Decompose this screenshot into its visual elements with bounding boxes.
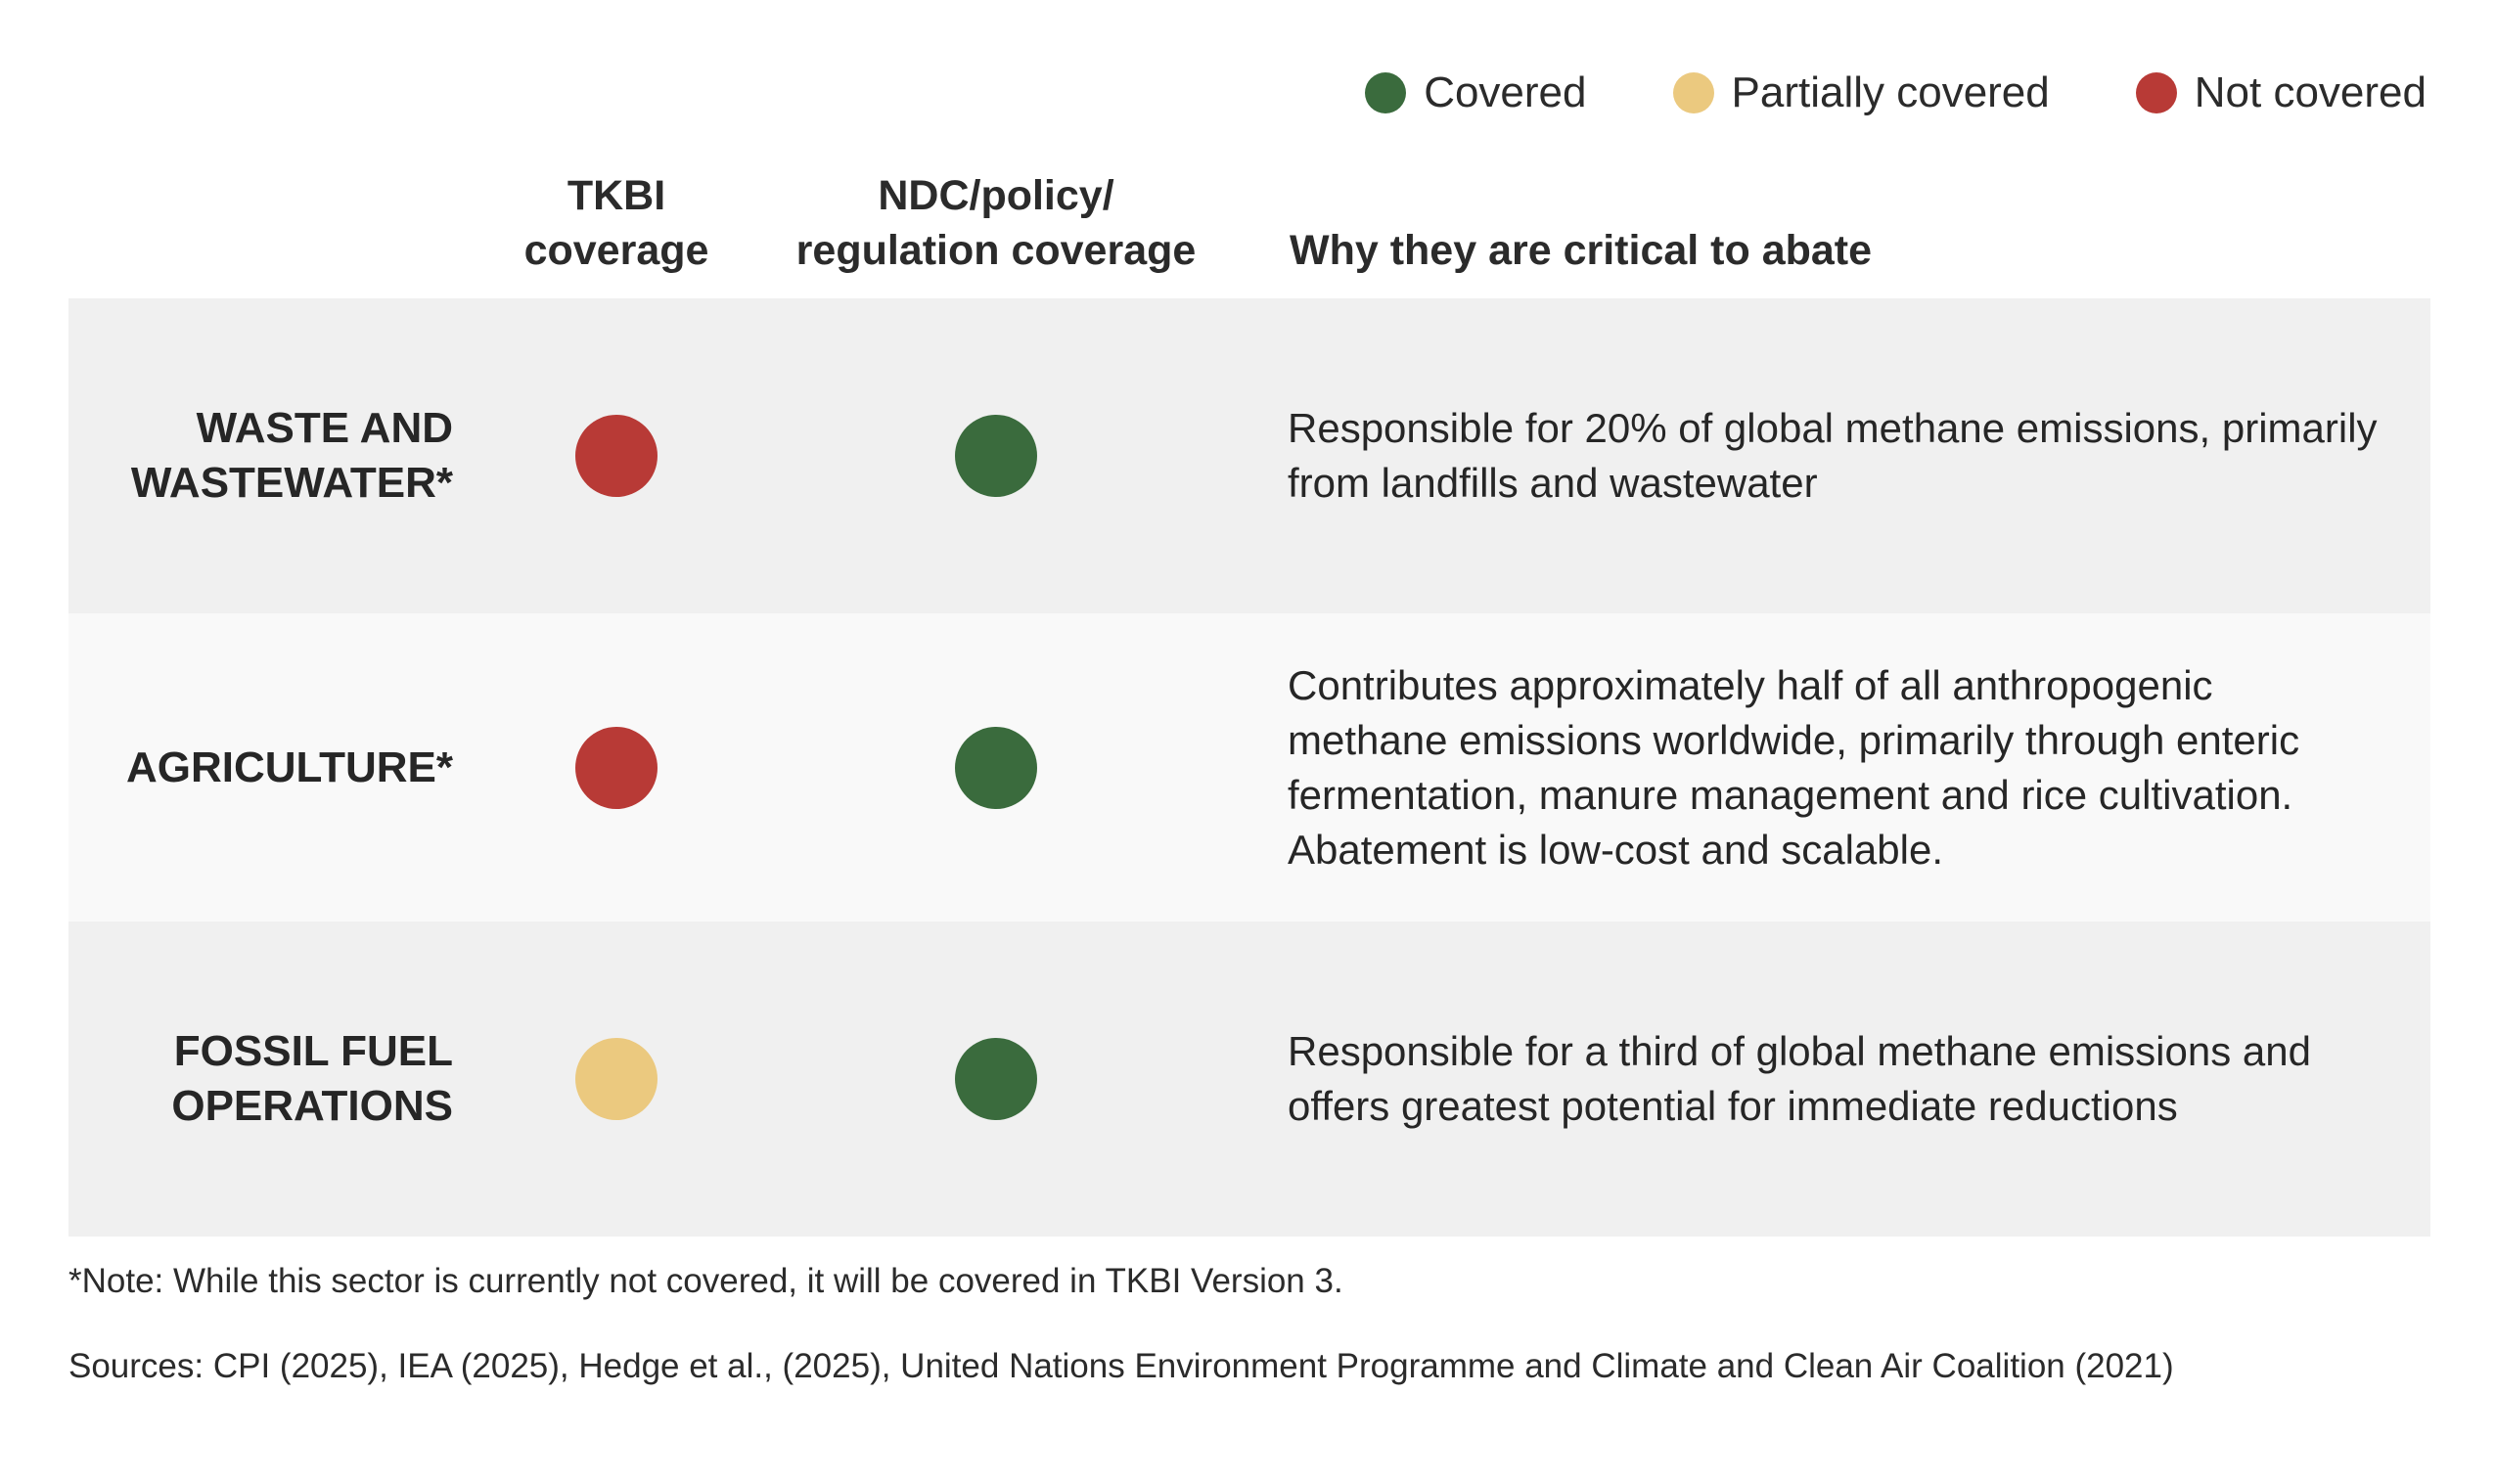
sector-label-line2: WASTEWATER* [130,459,453,507]
table-row-fossil-fuel: FOSSIL FUEL OPERATIONS Responsible for a… [68,922,2430,1237]
sector-label-line1: FOSSIL FUEL [173,1027,453,1075]
not-covered-dot-icon [2135,72,2177,113]
partially-covered-dot-icon [1672,72,1714,113]
header-ndc-line1: NDC/policy/ [878,172,1114,219]
legend-item-covered: Covered [1365,68,1587,116]
header-tkbi-line2: coverage [523,227,709,274]
tkbi-status-dot-icon [575,415,658,497]
ndc-status-dot-icon [955,726,1037,809]
header-tkbi-coverage: TKBI coverage [524,168,709,278]
footnote-note: *Note: While this sector is currently no… [68,1262,1343,1300]
sector-label: FOSSIL FUEL OPERATIONS [171,1024,453,1134]
footnote-sources: Sources: CPI (2025), IEA (2025), Hedge e… [68,1347,2174,1385]
table-row-agriculture: AGRICULTURE* Contributes approximately h… [68,613,2430,922]
covered-dot-icon [1365,72,1407,113]
ndc-status-dot-icon [955,415,1037,497]
legend: Covered Partially covered Not covered [1279,59,2427,127]
legend-item-not-covered: Not covered [2135,68,2427,116]
why-critical-text: Responsible for a third of global methan… [1288,1028,2311,1129]
header-why-critical: Why they are critical to abate [1290,227,1873,274]
header-ndc-line2: regulation coverage [795,227,1197,274]
sector-label: WASTE AND WASTEWATER* [131,401,453,511]
sector-label: AGRICULTURE* [126,741,453,795]
legend-label-not-covered: Not covered [2194,68,2427,116]
legend-item-partially-covered: Partially covered [1672,68,2050,116]
ndc-status-dot-icon [955,1038,1037,1120]
sector-label-line2: OPERATIONS [171,1082,453,1130]
why-critical-text: Contributes approximately half of all an… [1288,661,2300,873]
tkbi-status-dot-icon [575,726,658,809]
tkbi-status-dot-icon [575,1038,658,1120]
legend-label-covered: Covered [1424,68,1587,116]
sector-label-line1: AGRICULTURE* [125,742,453,791]
sector-label-line1: WASTE AND [196,404,453,452]
header-ndc-coverage: NDC/policy/ regulation coverage [796,168,1197,278]
why-critical-text: Responsible for 20% of global methane em… [1288,405,2378,506]
header-tkbi-line1: TKBI [567,172,666,219]
table-row-waste: WASTE AND WASTEWATER* Responsible for 20… [68,298,2430,613]
legend-label-partially-covered: Partially covered [1731,68,2050,116]
